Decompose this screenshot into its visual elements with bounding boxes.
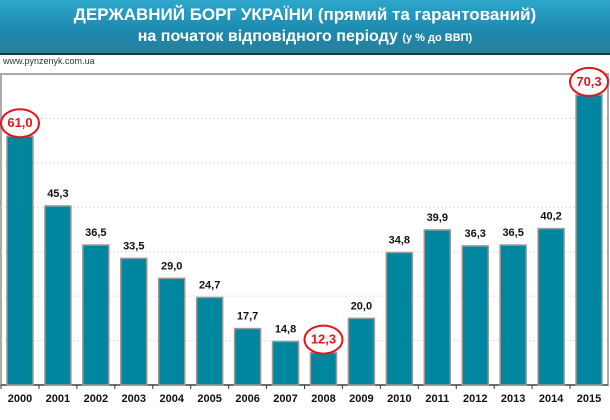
bar-2010 [385, 251, 414, 386]
x-tick-label: 2012 [463, 393, 487, 405]
bar-2007 [271, 340, 300, 386]
data-label: 20,0 [351, 300, 372, 312]
data-label: 34,8 [389, 235, 410, 247]
bar-2005 [195, 296, 224, 386]
x-tick-label: 2001 [46, 393, 70, 405]
data-label: 33,5 [123, 240, 144, 252]
data-label: 61,0 [7, 115, 32, 130]
data-label: 36,3 [465, 228, 486, 240]
bar-2006 [233, 327, 262, 386]
chart-header: ДЕРЖАВНИЙ БОРГ УКРАЇНИ (прямий та гарант… [0, 0, 610, 55]
highlight-circle [0, 108, 40, 139]
subtitle-unit: (у % до ВВП) [402, 32, 473, 44]
source-label: www.pynzenyk.com.ua [3, 56, 95, 66]
bar-2013 [499, 244, 527, 386]
chart-title: ДЕРЖАВНИЙ БОРГ УКРАЇНИ (прямий та гарант… [73, 5, 537, 24]
x-tick-label: 2014 [539, 393, 564, 405]
bar-2014 [537, 227, 565, 386]
bar-2009 [347, 317, 376, 386]
x-tick-label: 2011 [425, 393, 449, 405]
x-tick-label: 2009 [349, 393, 373, 405]
data-label: 29,0 [161, 260, 182, 272]
x-tick-label: 2013 [501, 393, 525, 405]
x-tick-label: 2007 [273, 393, 297, 405]
data-label: 12,3 [311, 332, 336, 347]
x-tick-label: 2002 [84, 393, 108, 405]
x-tick-label: 2006 [235, 393, 259, 405]
bar-2003 [120, 257, 148, 386]
x-tick-label: 2005 [197, 393, 221, 405]
bar-2011 [423, 229, 452, 386]
bar-2015 [575, 94, 603, 386]
bar-2004 [157, 277, 186, 386]
bar-2001 [44, 205, 72, 386]
subtitle-text: на початок відповідного періоду [137, 28, 398, 45]
x-tick-label: 2000 [8, 393, 32, 405]
data-label: 70,3 [576, 74, 601, 89]
bar-2008 [309, 351, 338, 386]
data-label: 36,5 [85, 227, 106, 239]
highlight-circle [569, 66, 609, 97]
data-label: 45,3 [47, 188, 68, 200]
highlight-circle [303, 324, 344, 355]
data-label: 39,9 [427, 212, 448, 224]
data-label: 14,8 [275, 323, 296, 335]
bar-2012 [461, 245, 489, 386]
bar-2002 [82, 244, 110, 386]
data-label: 17,7 [237, 311, 258, 323]
data-label: 24,7 [199, 279, 220, 291]
data-label: 36,5 [502, 227, 523, 239]
data-label: 40,2 [540, 211, 561, 223]
x-tick-label: 2008 [311, 393, 335, 405]
x-tick-label: 2003 [122, 393, 146, 405]
x-tick-label: 2004 [159, 393, 184, 405]
x-tick-label: 2015 [577, 393, 601, 405]
bar-2000 [6, 135, 34, 386]
chart-subtitle: на початок відповідного періоду (у % до … [0, 28, 610, 46]
x-tick-label: 2010 [387, 393, 411, 405]
